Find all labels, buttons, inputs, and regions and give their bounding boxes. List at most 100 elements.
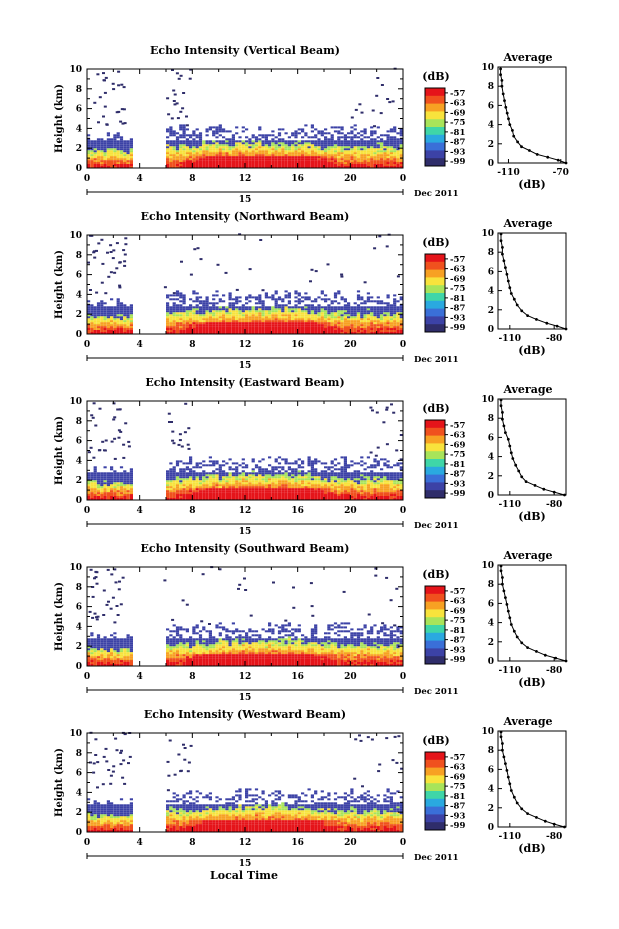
heatmap-cell	[100, 144, 104, 147]
heatmap-cell	[373, 476, 377, 479]
heatmap-cell	[90, 414, 94, 417]
heatmap-cell	[93, 326, 97, 329]
heatmap-cell	[182, 306, 186, 309]
heatmap-cell	[113, 158, 117, 161]
heatmap-cell	[87, 164, 91, 166]
heatmap-cell	[90, 662, 94, 664]
heatmap-cell	[393, 496, 397, 498]
heatmap-cell	[370, 484, 374, 487]
heatmap-cell	[100, 318, 104, 321]
heatmap-cell	[222, 476, 226, 479]
heatmap-cell	[268, 146, 272, 149]
heatmap-cell	[320, 164, 324, 166]
heatmap-cell	[238, 148, 242, 151]
heatmap-cell	[113, 318, 117, 321]
heatmap-cell	[294, 300, 298, 303]
heatmap-cell	[254, 466, 259, 469]
heatmap-cell	[343, 154, 347, 157]
heatmap-cell	[320, 332, 324, 334]
heatmap-cell	[100, 496, 104, 498]
heatmap-cell	[215, 128, 219, 131]
heatmap-cell	[297, 458, 301, 461]
heatmap-cell	[198, 480, 203, 483]
heatmap-cell	[168, 421, 171, 423]
heatmap-cell	[172, 294, 176, 297]
colorbar-tick-label: -99	[450, 157, 465, 167]
heatmap-cell	[330, 318, 334, 321]
heatmap-cell	[350, 326, 354, 329]
heatmap-cell	[218, 326, 222, 329]
heatmap-cell	[376, 150, 380, 153]
heatmap-cell	[241, 308, 245, 311]
heatmap-cell	[314, 484, 318, 487]
heatmap-cell	[386, 302, 390, 305]
heatmap-cell	[185, 148, 189, 151]
heatmap-cell	[231, 318, 235, 321]
heatmap-cell	[93, 314, 97, 317]
heatmap-cell	[195, 310, 199, 313]
heatmap-cell	[284, 162, 288, 164]
heatmap-cell	[110, 498, 114, 500]
heatmap-cell	[175, 328, 180, 330]
heatmap-cell	[103, 656, 107, 659]
heatmap-cell	[360, 312, 364, 315]
heatmap-cell	[231, 152, 235, 155]
heatmap-cell	[202, 470, 206, 473]
colorbar-segment	[425, 420, 445, 429]
heatmap-cell	[350, 160, 354, 163]
heatmap-cell	[96, 494, 101, 496]
heatmap-cell	[370, 146, 374, 149]
heatmap-cell	[90, 320, 94, 323]
heatmap-cell	[340, 152, 344, 155]
heatmap-cell	[182, 128, 186, 131]
heatmap-cell	[175, 150, 180, 153]
heatmap-cell	[396, 148, 400, 151]
heatmap-cell	[277, 498, 282, 500]
heatmap-cell	[254, 140, 259, 143]
heatmap-cell	[231, 478, 235, 481]
heatmap-cell	[172, 318, 176, 321]
heatmap-cell	[235, 306, 239, 309]
heatmap-cell	[198, 138, 203, 141]
heatmap-cell	[340, 456, 344, 459]
heatmap-cell	[110, 664, 114, 666]
heatmap-cell	[113, 328, 117, 330]
heatmap-cell	[399, 494, 403, 496]
profile-point	[508, 123, 512, 126]
colorbar-segment	[425, 285, 445, 294]
heatmap-cell	[399, 434, 403, 436]
heatmap-cell	[100, 328, 104, 330]
profile-title: Average	[502, 217, 552, 230]
heatmap-cell	[393, 294, 397, 297]
heatmap-cell	[205, 328, 209, 330]
heatmap-cell	[103, 166, 107, 168]
heatmap-cell	[307, 488, 311, 491]
heatmap-cell	[96, 138, 101, 141]
heatmap-cell	[231, 492, 235, 495]
heatmap-cell	[202, 484, 206, 487]
heatmap-cell	[192, 158, 196, 161]
heatmap-cell	[383, 154, 387, 157]
heatmap-cell	[274, 460, 278, 463]
heatmap-cell	[258, 148, 262, 151]
heatmap-cell	[376, 146, 380, 149]
heatmap-cell	[258, 466, 262, 469]
heatmap-cell	[102, 79, 106, 82]
heatmap-cell	[126, 312, 130, 315]
heatmap-cell	[297, 160, 301, 163]
heatmap-cell	[235, 492, 239, 495]
heatmap-cell	[340, 480, 344, 483]
heatmap-cell	[396, 156, 400, 159]
heatmap-cell	[356, 486, 361, 489]
heatmap-cell	[254, 166, 259, 168]
heatmap-cell	[87, 156, 91, 159]
heatmap-cell	[284, 304, 288, 307]
heatmap-cell	[287, 472, 291, 475]
heatmap-cell	[87, 492, 91, 495]
heatmap-cell	[100, 650, 104, 653]
heatmap-cell	[307, 476, 311, 479]
heatmap-cell	[198, 322, 203, 325]
heatmap-cell	[366, 318, 370, 321]
heatmap-cell	[87, 476, 91, 479]
heatmap-cell	[320, 154, 324, 157]
